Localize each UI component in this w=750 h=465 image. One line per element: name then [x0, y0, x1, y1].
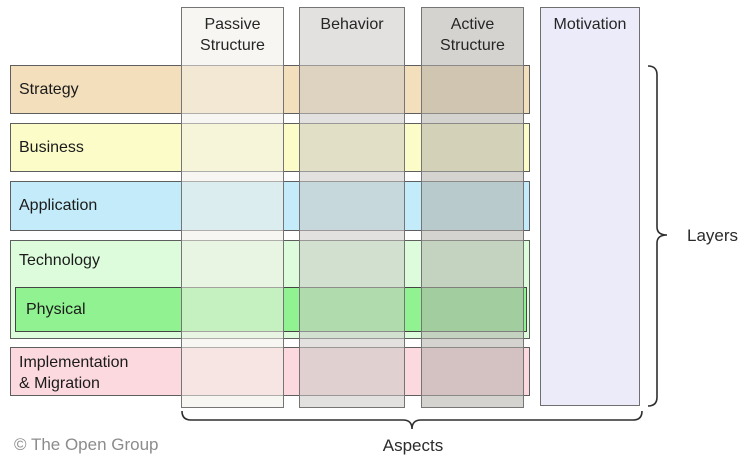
layer-label-physical: Physical — [26, 301, 86, 318]
aspects-bracket — [181, 410, 643, 430]
aspect-label-active-structure: Active Structure — [440, 16, 505, 54]
aspect-label-behavior: Behavior — [320, 16, 384, 33]
aspect-column-passive-structure: Passive Structure — [181, 7, 284, 408]
aspect-column-motivation: Motivation — [540, 7, 640, 406]
layer-label-technology: Technology — [19, 252, 100, 269]
aspect-column-behavior: Behavior — [299, 7, 405, 408]
aspect-label-motivation: Motivation — [553, 16, 627, 33]
aspect-column-active-structure: Active Structure — [421, 7, 524, 408]
copyright-text: © The Open Group — [14, 435, 159, 454]
layers-bracket — [647, 65, 668, 407]
layer-label-strategy: Strategy — [19, 81, 79, 98]
layers-label: Layers — [687, 226, 739, 245]
aspect-label-passive-structure: Passive Structure — [200, 16, 265, 54]
aspects-label: Aspects — [382, 436, 444, 455]
layer-label-business: Business — [19, 139, 84, 156]
layer-label-application: Application — [19, 197, 98, 214]
layer-label-implementation-migration: Implementation & Migration — [19, 354, 129, 392]
